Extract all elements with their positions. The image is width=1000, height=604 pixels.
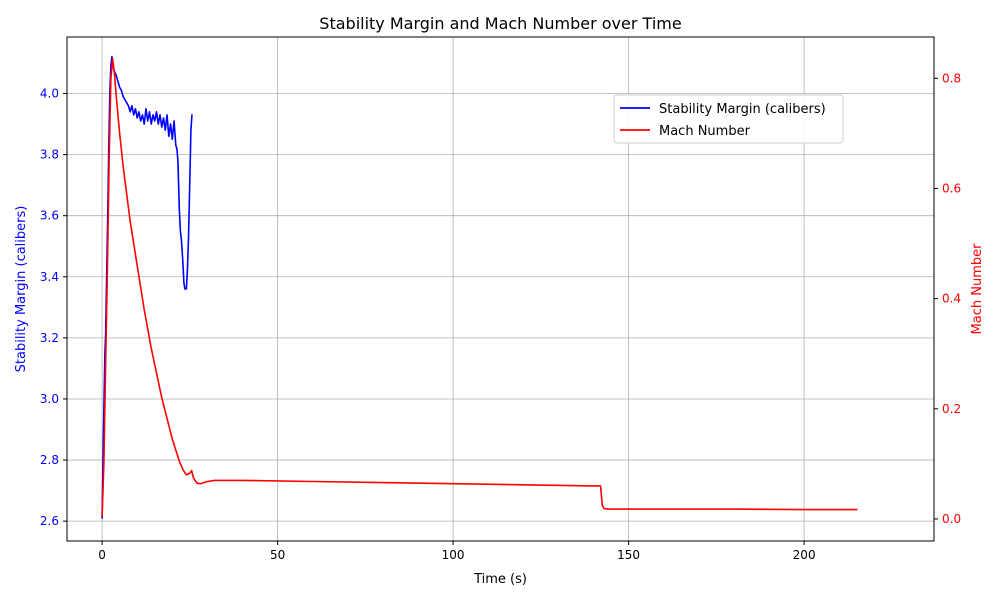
x-axis-label: Time (s) <box>473 572 527 587</box>
y-right-tick-label: 0.2 <box>942 402 961 416</box>
ticks: 0 50 100 150 200 2.6 2.8 3.0 3.2 3.4 3.6 3.8 4.0 0.0 0… <box>40 71 961 562</box>
y-right-tick-label: 0.4 <box>942 292 961 306</box>
y-left-tick-label: 3.8 <box>40 148 59 162</box>
chart-title: Stability Margin and Mach Number over Ti… <box>319 14 681 33</box>
legend: Stability Margin (calibers) Mach Number <box>613 94 844 144</box>
y-right-tick-label: 0.0 <box>942 512 961 526</box>
x-tick-label: 150 <box>617 548 640 562</box>
x-tick-label: 50 <box>270 548 285 562</box>
plot-area <box>101 56 858 519</box>
series-line-mach-number <box>101 58 858 518</box>
legend-label-mach: Mach Number <box>659 124 751 139</box>
axes-frame <box>66 36 935 542</box>
y-axis-right-label: Mach Number <box>970 243 985 335</box>
y-left-tick-label: 2.6 <box>40 514 59 528</box>
y-left-tick-label: 3.4 <box>40 270 59 284</box>
grid <box>67 37 934 541</box>
y-left-tick-label: 2.8 <box>40 453 59 467</box>
y-right-tick-label: 0.6 <box>942 181 961 195</box>
y-left-tick-label: 3.2 <box>40 331 59 345</box>
y-left-tick-label: 3.6 <box>40 209 59 223</box>
y-right-tick-label: 0.8 <box>942 71 961 85</box>
legend-box <box>613 94 844 144</box>
y-axis-left-label: Stability Margin (calibers) <box>14 206 29 373</box>
legend-label-stability: Stability Margin (calibers) <box>659 102 826 117</box>
y-left-tick-label: 3.0 <box>40 392 59 406</box>
x-tick-label: 0 <box>98 548 106 562</box>
x-tick-label: 200 <box>793 548 816 562</box>
y-left-tick-label: 4.0 <box>40 87 59 101</box>
x-tick-label: 100 <box>442 548 465 562</box>
